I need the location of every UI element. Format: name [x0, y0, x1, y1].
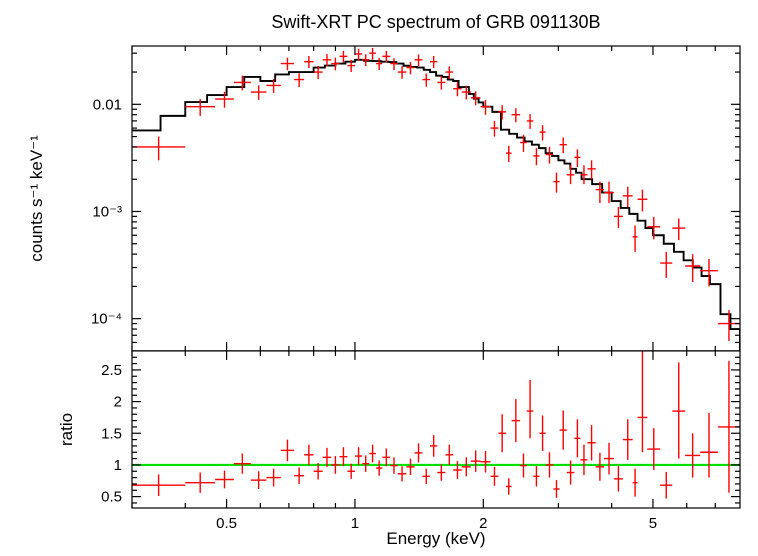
svg-text:counts s⁻¹ keV⁻¹: counts s⁻¹ keV⁻¹	[27, 135, 46, 262]
svg-text:0.5: 0.5	[216, 515, 237, 532]
svg-text:2.5: 2.5	[101, 362, 122, 379]
svg-text:0.5: 0.5	[101, 489, 122, 506]
svg-text:5: 5	[649, 515, 657, 532]
svg-text:0.01: 0.01	[93, 96, 122, 113]
chart-svg: 0.512510⁻⁴10⁻³0.010.511.522.5Energy (keV…	[0, 0, 758, 556]
spectrum-chart: 0.512510⁻⁴10⁻³0.010.511.522.5Energy (keV…	[0, 0, 758, 556]
svg-text:2: 2	[114, 394, 122, 411]
svg-text:1.5: 1.5	[101, 425, 122, 442]
svg-text:Energy (keV): Energy (keV)	[386, 529, 485, 548]
svg-text:10⁻⁴: 10⁻⁴	[91, 311, 122, 328]
svg-text:ratio: ratio	[57, 413, 76, 446]
svg-text:10⁻³: 10⁻³	[92, 203, 122, 220]
svg-text:1: 1	[351, 515, 359, 532]
svg-text:1: 1	[114, 457, 122, 474]
svg-text:Swift-XRT PC spectrum of GRB 0: Swift-XRT PC spectrum of GRB 091130B	[271, 12, 600, 32]
